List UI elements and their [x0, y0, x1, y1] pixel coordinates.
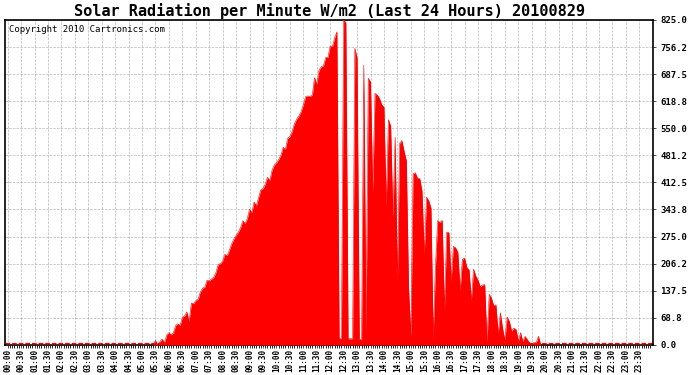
Text: Copyright 2010 Cartronics.com: Copyright 2010 Cartronics.com	[9, 25, 164, 34]
Title: Solar Radiation per Minute W/m2 (Last 24 Hours) 20100829: Solar Radiation per Minute W/m2 (Last 24…	[74, 3, 584, 19]
